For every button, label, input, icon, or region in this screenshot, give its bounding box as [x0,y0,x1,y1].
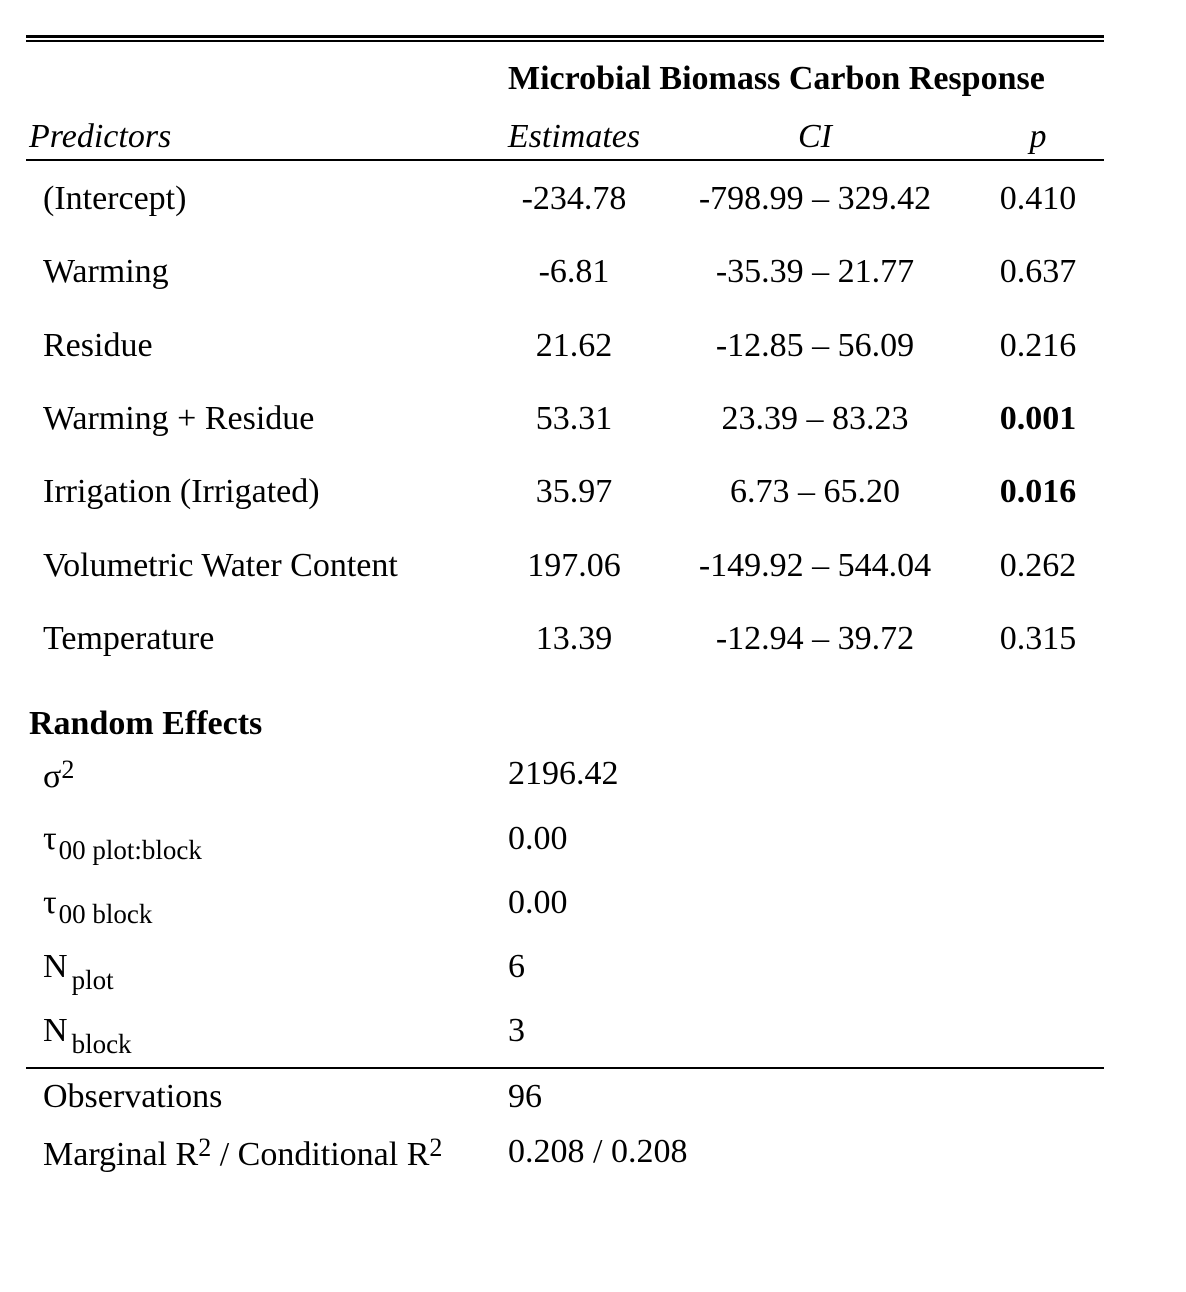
row-estimate: 13.39 [535,620,613,657]
row-predictor: Residue [43,327,153,364]
tau-block-subscript: 00 block [58,899,153,929]
n-plot-subscript: plot [71,965,114,995]
tau-plot-block-subscript: 00 plot:block [58,835,202,865]
row-ci: -35.39 – 21.77 [715,253,915,290]
row-p-value: 0.016 [999,473,1077,510]
row-predictor: Warming [43,253,169,290]
r2-value: 0.208 / 0.208 [508,1133,688,1170]
header-ci: CI [798,118,832,155]
top-rule-thick [26,35,1104,38]
row-p-value: 0.315 [999,620,1077,657]
row-ci: -149.92 – 544.04 [698,547,932,584]
tau-symbol: τ [43,884,57,921]
row-predictor: Volumetric Water Content [43,547,398,584]
n-block-value: 3 [508,1012,525,1049]
row-predictor: Temperature [43,620,215,657]
row-predictor: Irrigation (Irrigated) [43,473,320,510]
marginal-r-sup: 2 [198,1133,212,1162]
tau-plot-block-value: 0.00 [508,820,568,857]
sigma2-value: 2196.42 [508,755,619,792]
tau-plot-block-label: τ00 plot:block [43,822,202,864]
n-block-subscript: block [71,1029,132,1059]
top-rule-thin [26,40,1104,42]
r2-label: Marginal R2 / Conditional R2 [43,1135,442,1172]
tau-block-label: τ00 block [43,886,152,928]
sigma2-label: σ2 [43,757,74,794]
header-estimates: Estimates [507,118,641,155]
row-estimate: 197.06 [527,547,621,584]
header-rule [26,159,1104,161]
n-plot-value: 6 [508,948,525,985]
row-ci: -12.85 – 56.09 [715,327,915,364]
row-ci: -798.99 – 329.42 [698,180,932,217]
sigma-symbol: σ [43,758,62,795]
marginal-r-label: Marginal R [43,1136,199,1173]
conditional-r-label: / Conditional R [211,1136,430,1173]
row-p-value: 0.637 [999,253,1077,290]
random-effects-heading: Random Effects [29,705,263,742]
row-p-value: 0.001 [999,400,1077,437]
tau-block-value: 0.00 [508,884,568,921]
row-p-value: 0.410 [999,180,1077,217]
row-estimate: 53.31 [535,400,613,437]
row-predictor: Warming + Residue [43,400,315,437]
n-symbol: N [43,948,68,985]
tau-symbol: τ [43,820,57,857]
header-predictors: Predictors [29,118,172,155]
row-estimate: 21.62 [535,327,613,364]
row-ci: 6.73 – 65.20 [730,473,900,510]
observations-value: 96 [508,1078,542,1115]
n-symbol: N [43,1012,68,1049]
sigma-superscript: 2 [61,755,75,784]
row-ci: -12.94 – 39.72 [715,620,915,657]
row-estimate: -6.81 [538,253,610,290]
row-estimate: -234.78 [521,180,627,217]
header-p: p [1029,118,1047,155]
footer-rule [26,1067,1104,1069]
observations-label: Observations [43,1078,223,1115]
row-predictor: (Intercept) [43,180,187,217]
row-ci: 23.39 – 83.23 [721,400,909,437]
response-title: Microbial Biomass Carbon Response [508,60,1045,97]
row-estimate: 35.97 [535,473,613,510]
row-p-value: 0.216 [999,327,1077,364]
row-p-value: 0.262 [999,547,1077,584]
conditional-r-sup: 2 [429,1133,443,1162]
